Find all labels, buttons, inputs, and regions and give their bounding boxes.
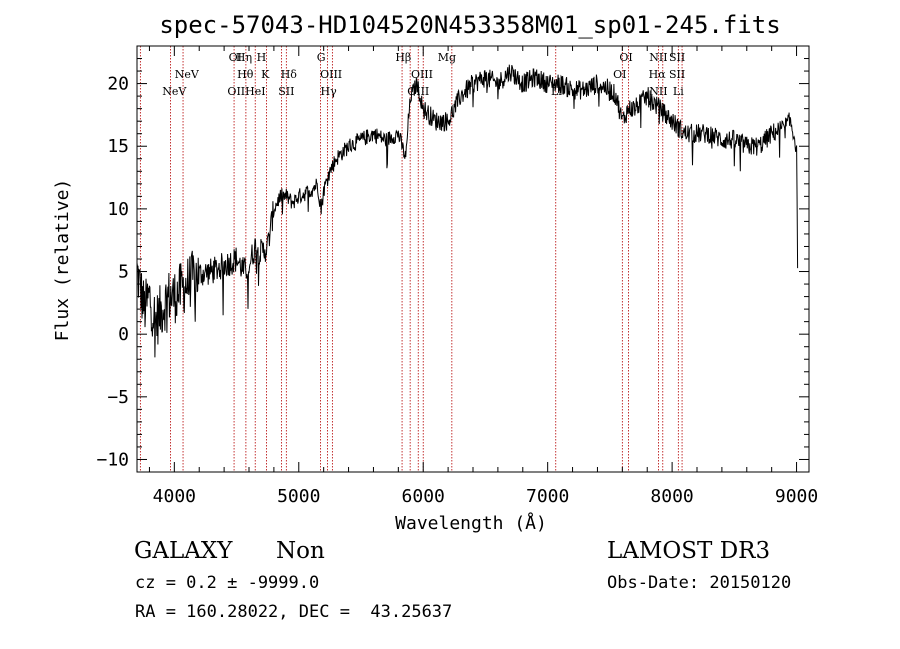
- x-tick-label: 6000: [402, 486, 445, 507]
- emission-line-label: Li: [551, 85, 562, 98]
- object-class: GALAXY: [134, 538, 233, 564]
- emission-line-label: Mg: [438, 51, 456, 64]
- emission-line-label: Hδ: [281, 68, 298, 81]
- emission-line-label: SII: [669, 51, 685, 64]
- emission-line-label: SII: [669, 68, 685, 81]
- x-tick-label: 5000: [277, 486, 320, 507]
- emission-line-label: Hη: [236, 51, 252, 64]
- emission-line-label: OI: [613, 68, 626, 81]
- emission-line-label: Hβ: [395, 51, 411, 64]
- emission-line-label: OI: [229, 51, 242, 64]
- x-axis: 4000 5000 6000 7000 8000 9000: [148, 46, 818, 507]
- emission-line-label: SII: [278, 85, 294, 98]
- y-tick-label: −10: [96, 449, 129, 470]
- emission-line-label: K: [261, 68, 270, 81]
- y-axis-label: Flux (relative): [52, 179, 73, 342]
- y-tick-label: 15: [107, 136, 129, 157]
- emission-line-label: NeV: [162, 85, 187, 98]
- x-tick-label: 7000: [526, 486, 569, 507]
- observation-date: Obs-Date: 20150120: [607, 573, 792, 593]
- emission-line-label: Hθ: [237, 68, 254, 81]
- emission-line-label: NeV: [175, 68, 200, 81]
- spectrum-line: [136, 64, 799, 358]
- y-tick-label: 0: [118, 324, 129, 345]
- emission-line-label: OI: [619, 51, 632, 64]
- x-tick-label: 4000: [153, 486, 196, 507]
- x-axis-label: Wavelength (Å): [395, 512, 547, 534]
- emission-line-label: Li: [673, 85, 684, 98]
- y-tick-label: −5: [107, 387, 129, 408]
- emission-line-label: H: [257, 51, 267, 64]
- emission-line-label: OIII: [320, 68, 342, 81]
- survey-name: LAMOST DR3: [607, 538, 771, 564]
- x-tick-label: 8000: [650, 486, 693, 507]
- object-subclass: Non: [276, 538, 325, 564]
- y-tick-label: 20: [107, 74, 129, 95]
- y-tick-label: 5: [118, 262, 129, 283]
- coordinates: RA = 160.28022, DEC = 43.25637: [135, 602, 453, 622]
- emission-line-label: G: [317, 51, 326, 64]
- emission-line-label: NII: [649, 51, 667, 64]
- emission-line-label: Hγ: [321, 85, 338, 98]
- y-tick-label: 10: [107, 199, 129, 220]
- y-axis: −10 −5 0 5 10 15 20: [96, 58, 809, 470]
- emission-line-label: OIIHeI: [227, 85, 265, 98]
- plot-frame: [136, 45, 810, 473]
- emission-line-label: OIII: [411, 68, 433, 81]
- emission-line-label: Hα: [649, 68, 667, 81]
- x-tick-label: 9000: [775, 486, 818, 507]
- redshift-value: cz = 0.2 ± -9999.0: [135, 573, 320, 593]
- emission-line-label: NII: [649, 85, 667, 98]
- chart-title: spec-57043-HD104520N453358M01_sp01-245.f…: [159, 11, 780, 39]
